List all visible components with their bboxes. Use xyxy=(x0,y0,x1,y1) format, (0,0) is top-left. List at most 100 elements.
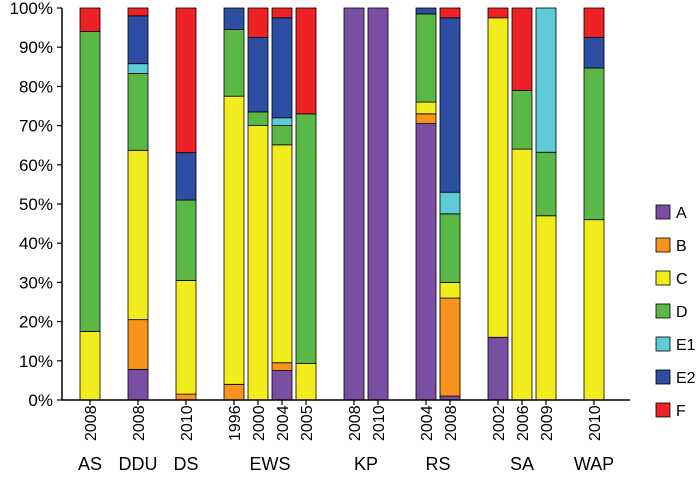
group-label-wap: WAP xyxy=(574,454,614,474)
bar-segment-b xyxy=(127,319,149,370)
bar-ds-2010 xyxy=(175,7,197,401)
bar-segment-f xyxy=(175,7,197,154)
y-tick-label: 0% xyxy=(28,391,53,410)
bar-segment-b xyxy=(175,393,197,401)
bar-kp-2008 xyxy=(343,7,365,401)
x-tick-label: 2010 xyxy=(587,405,604,441)
bar-segment-a xyxy=(271,370,293,401)
legend-swatch xyxy=(655,402,671,418)
bar-segment-a xyxy=(343,7,365,401)
legend-item-c: C xyxy=(655,270,688,288)
bar-segment-f xyxy=(271,7,293,19)
bar-segment-f xyxy=(511,7,533,91)
bar-segment-d xyxy=(79,31,101,332)
bar-as-2008 xyxy=(79,7,101,401)
bar-segment-b xyxy=(439,297,461,397)
bar-segment-c xyxy=(439,281,461,299)
bar-sa-2002 xyxy=(487,7,509,401)
y-tick-label: 30% xyxy=(19,273,53,292)
y-tick-label: 20% xyxy=(19,313,53,332)
bar-segment-f xyxy=(295,7,317,115)
x-tick-label: 2010 xyxy=(371,405,388,441)
group-label-rs: RS xyxy=(425,454,450,474)
bar-segment-e2 xyxy=(583,37,605,69)
bar-segment-c xyxy=(79,330,101,401)
y-tick-label: 50% xyxy=(19,195,53,214)
group-label-kp: KP xyxy=(354,454,378,474)
bar-segment-e1 xyxy=(439,191,461,215)
bar-ddu-2008 xyxy=(127,7,149,401)
bar-segment-c xyxy=(511,148,533,401)
bar-segment-d xyxy=(247,111,269,126)
bar-rs-2004 xyxy=(415,7,437,401)
group-labels: AS DDU DS EWS KP RS SA WAP xyxy=(78,454,614,474)
bar-segment-b xyxy=(223,383,245,401)
legend-swatch xyxy=(655,303,671,319)
y-tick-label: 70% xyxy=(19,117,53,136)
y-tick-label: 100% xyxy=(10,0,53,18)
bar-segment-f xyxy=(439,7,461,19)
legend-item-e2: E2 xyxy=(655,369,696,387)
bar-segment-d xyxy=(511,89,533,150)
legend-label: A xyxy=(676,205,687,222)
bar-segment-b xyxy=(271,362,293,372)
bar-kp-2010 xyxy=(367,7,389,401)
bar-segment-e2 xyxy=(415,7,437,15)
y-tick-label: 40% xyxy=(19,234,53,253)
group-label-ddu: DDU xyxy=(119,454,158,474)
bar-segment-d xyxy=(127,73,149,151)
y-tick-label: 10% xyxy=(19,352,53,371)
legend-item-e1: E1 xyxy=(655,336,696,354)
y-tick-label: 80% xyxy=(19,77,53,96)
legend-item-f: F xyxy=(655,402,686,420)
bar-segment-f xyxy=(487,7,509,19)
bar-segment-c xyxy=(175,280,197,395)
x-tick-label: 2000 xyxy=(251,405,268,441)
legend-label: F xyxy=(676,403,686,420)
legend-item-d: D xyxy=(655,303,688,321)
x-tick-labels: 2008 2008 2010 1996 2000 2004 2005 2008 2010 2004… xyxy=(83,405,604,441)
bar-segment-f xyxy=(79,7,101,32)
x-tick-label: 2005 xyxy=(299,405,316,441)
bar-segment-d xyxy=(415,13,437,103)
axes-layer xyxy=(57,7,630,405)
x-tick-label: 2004 xyxy=(275,405,292,441)
bar-ews-2000 xyxy=(247,7,269,401)
legend-swatch xyxy=(655,237,671,253)
bar-sa-2006 xyxy=(511,7,533,401)
bar-segment-c xyxy=(415,101,437,115)
x-tick-label: 2008 xyxy=(443,405,460,441)
bar-segment-f xyxy=(127,7,149,17)
y-tick-label: 90% xyxy=(19,38,53,57)
bar-segment-e2 xyxy=(271,17,293,119)
bar-segment-a xyxy=(487,336,509,401)
legend-swatch xyxy=(655,270,671,286)
legend-label: E2 xyxy=(676,370,696,387)
legend-item-b: B xyxy=(655,237,687,255)
bar-segment-c xyxy=(535,215,557,401)
y-tick-label: 60% xyxy=(19,156,53,175)
bar-segment-c xyxy=(271,144,293,364)
legend-swatch xyxy=(655,369,671,385)
y-tick-labels: 0% 10% 20% 30% 40% 50% 60% 70% 80% 90% 100% xyxy=(10,0,53,410)
bar-segment-c xyxy=(127,149,149,321)
x-tick-label: 1996 xyxy=(227,405,244,441)
bar-segment-f xyxy=(247,7,269,38)
group-label-sa: SA xyxy=(510,454,534,474)
bar-wap-2010 xyxy=(583,7,605,401)
bar-segment-d xyxy=(175,199,197,281)
x-tick-label: 2010 xyxy=(179,405,196,441)
legend-swatch xyxy=(655,204,671,220)
bar-segment-d xyxy=(295,113,317,364)
x-tick-label: 2008 xyxy=(83,405,100,441)
bar-segment-f xyxy=(583,7,605,38)
legend-swatch xyxy=(655,336,671,352)
group-label-ews: EWS xyxy=(249,454,290,474)
bar-segment-e2 xyxy=(223,7,245,30)
x-tick-label: 2002 xyxy=(491,405,508,441)
group-label-as: AS xyxy=(78,454,102,474)
legend-label: C xyxy=(676,271,688,288)
bar-segment-e1 xyxy=(535,7,557,153)
bar-segment-d xyxy=(535,151,557,217)
